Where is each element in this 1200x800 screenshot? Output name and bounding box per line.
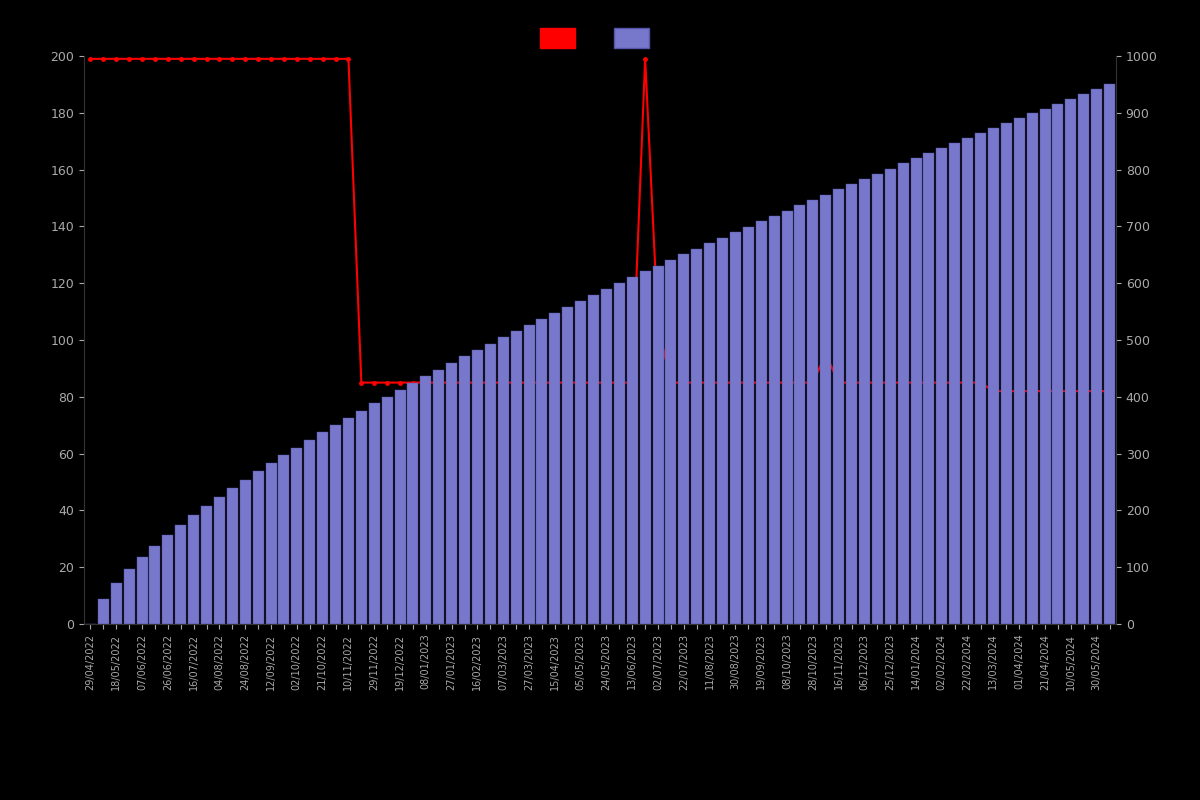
Bar xyxy=(962,138,973,624)
Legend: , : , xyxy=(535,23,665,54)
Bar xyxy=(730,232,740,624)
Bar xyxy=(433,370,444,624)
Bar xyxy=(343,418,354,624)
Bar xyxy=(110,583,121,624)
Bar xyxy=(395,390,406,624)
Bar xyxy=(278,455,289,624)
Bar xyxy=(833,190,844,624)
Bar xyxy=(214,497,224,624)
Bar xyxy=(949,143,960,624)
Bar xyxy=(756,222,767,624)
Bar xyxy=(460,357,470,624)
Bar xyxy=(472,350,482,624)
Bar xyxy=(550,313,560,624)
Bar xyxy=(536,319,547,624)
Bar xyxy=(408,383,419,624)
Bar xyxy=(240,480,251,624)
Bar xyxy=(368,403,379,624)
Bar xyxy=(1079,94,1090,624)
Bar xyxy=(317,432,328,624)
Bar xyxy=(356,410,367,624)
Bar xyxy=(626,278,637,624)
Bar xyxy=(1027,114,1038,624)
Bar xyxy=(743,226,754,624)
Bar xyxy=(330,425,341,624)
Bar xyxy=(511,331,522,624)
Bar xyxy=(976,133,986,624)
Bar xyxy=(640,271,650,624)
Bar xyxy=(575,301,586,624)
Bar xyxy=(1014,118,1025,624)
Bar xyxy=(898,163,908,624)
Bar xyxy=(988,128,998,624)
Bar xyxy=(936,148,947,624)
Bar xyxy=(704,243,715,624)
Bar xyxy=(808,200,818,624)
Bar xyxy=(653,266,664,624)
Bar xyxy=(563,306,574,624)
Bar xyxy=(175,525,186,624)
Bar xyxy=(1066,99,1076,624)
Bar xyxy=(678,254,689,624)
Bar xyxy=(446,363,457,624)
Bar xyxy=(265,463,276,624)
Bar xyxy=(614,283,625,624)
Bar xyxy=(523,325,534,624)
Bar xyxy=(884,169,895,624)
Bar xyxy=(666,260,677,624)
Bar xyxy=(781,210,792,624)
Bar xyxy=(769,216,780,624)
Bar xyxy=(911,158,922,624)
Bar xyxy=(691,249,702,624)
Bar xyxy=(188,515,199,624)
Bar xyxy=(1104,84,1115,624)
Bar xyxy=(872,174,883,624)
Bar xyxy=(588,294,599,624)
Bar xyxy=(150,546,161,624)
Bar xyxy=(859,179,870,624)
Bar xyxy=(1091,89,1102,624)
Bar xyxy=(1052,104,1063,624)
Bar xyxy=(162,535,173,624)
Bar xyxy=(924,154,935,624)
Bar xyxy=(1039,109,1050,624)
Bar xyxy=(794,206,805,624)
Bar xyxy=(1001,123,1012,624)
Bar xyxy=(202,506,212,624)
Bar xyxy=(821,194,832,624)
Bar xyxy=(382,397,392,624)
Bar xyxy=(227,488,238,624)
Bar xyxy=(485,344,496,624)
Bar xyxy=(137,557,148,624)
Bar xyxy=(98,598,109,624)
Bar xyxy=(420,376,431,624)
Bar xyxy=(601,289,612,624)
Bar xyxy=(292,447,302,624)
Bar xyxy=(718,238,728,624)
Bar xyxy=(305,440,316,624)
Bar xyxy=(498,338,509,624)
Bar xyxy=(253,471,264,624)
Bar xyxy=(846,184,857,624)
Bar xyxy=(124,570,134,624)
